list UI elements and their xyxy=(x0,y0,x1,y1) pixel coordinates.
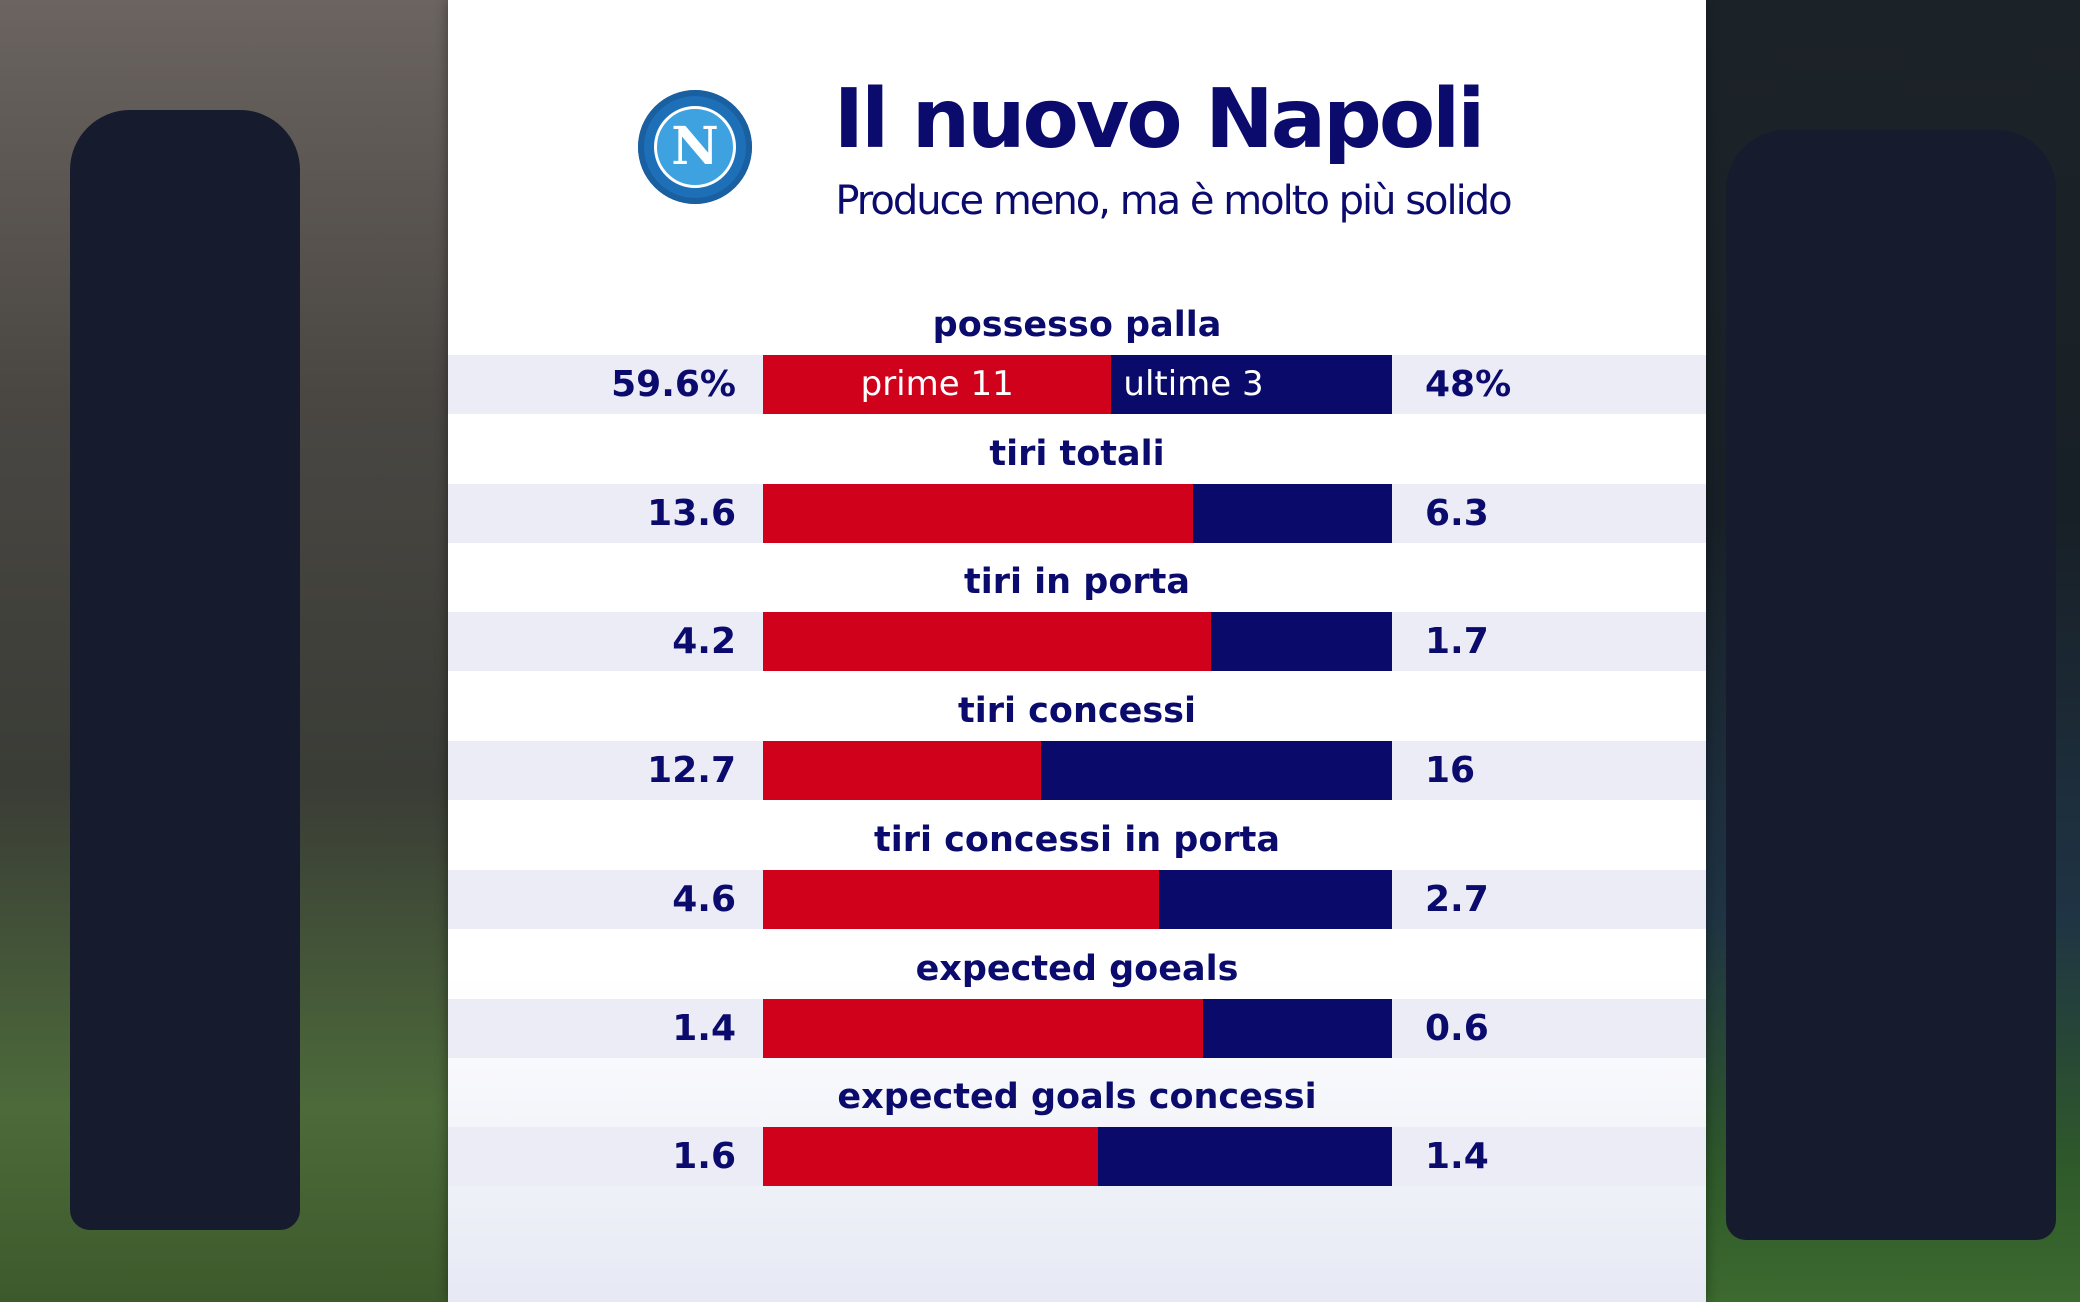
napoli-logo: N xyxy=(638,90,752,204)
bar-segment-ultime-3 xyxy=(1041,741,1392,801)
coach-photo-right xyxy=(1706,0,2080,1302)
bar-segment-prime-11 xyxy=(763,483,1193,543)
comparison-bar xyxy=(763,483,1392,543)
value-label-left: 1.6 xyxy=(672,1136,736,1178)
comparison-bar: prime 11 ultime 3 xyxy=(763,355,1392,414)
category-label: tiri concessi in porta xyxy=(873,819,1281,860)
comparison-bar xyxy=(763,998,1392,1058)
comparison-bar xyxy=(763,1127,1392,1187)
infographic-panel: N Il nuovo Napoli Produce meno, ma è mol… xyxy=(448,0,1706,1302)
value-label-left: 12.7 xyxy=(647,750,736,792)
value-label-right: 16 xyxy=(1425,750,1476,792)
legend-prime-11: prime 11 xyxy=(763,355,1112,414)
category-label: tiri in porta xyxy=(964,562,1190,603)
row-band: 1.4 0.6 xyxy=(448,998,1706,1058)
value-label-left: 13.6 xyxy=(647,492,736,534)
bar-segment-prime-11 xyxy=(763,612,1211,672)
coach-figure-right xyxy=(1726,130,2056,1240)
bar-segment-ultime-3 xyxy=(1192,483,1392,543)
bar-segment-prime-11 xyxy=(763,869,1160,929)
comparison-bar xyxy=(763,869,1392,929)
value-label-right: 48% xyxy=(1425,364,1512,405)
row-band: 12.7 16 xyxy=(448,741,1706,801)
page-title: Il nuovo Napoli xyxy=(833,72,1486,167)
value-label-right: 0.6 xyxy=(1425,1007,1489,1049)
value-label-left: 1.4 xyxy=(672,1007,736,1049)
bar-segment-ultime-3 xyxy=(1159,869,1392,929)
bar-segment-ultime-3 xyxy=(1098,1127,1392,1187)
bar-segment-prime-11 xyxy=(763,1127,1099,1187)
value-label-left: 59.6% xyxy=(611,364,736,405)
row-band: 4.2 1.7 xyxy=(448,612,1706,672)
value-label-left: 4.2 xyxy=(672,621,736,663)
comparison-bar xyxy=(763,612,1392,672)
value-label-right: 1.7 xyxy=(1425,621,1489,663)
category-label: tiri totali xyxy=(989,433,1165,474)
row-band: 59.6% prime 11 ultime 3 48% xyxy=(448,355,1706,414)
value-label-right: 6.3 xyxy=(1425,492,1489,534)
value-label-right: 1.4 xyxy=(1425,1136,1489,1178)
row-band: 4.6 2.7 xyxy=(448,869,1706,929)
comparison-bar xyxy=(763,741,1392,801)
bar-segment-ultime-3 xyxy=(1210,612,1392,672)
value-label-right: 2.7 xyxy=(1425,878,1489,920)
bar-segment-prime-11 xyxy=(763,998,1204,1058)
bar-segment-ultime-3 xyxy=(1203,998,1392,1058)
row-band: 13.6 6.3 xyxy=(448,483,1706,543)
category-label: expected goeals xyxy=(915,948,1239,989)
category-label: expected goals concessi xyxy=(837,1077,1317,1118)
logo-letter: N xyxy=(654,106,736,188)
page-subtitle: Produce meno, ma è molto più solido xyxy=(835,178,1512,224)
value-label-left: 4.6 xyxy=(672,878,736,920)
coach-figure-left xyxy=(70,110,300,1230)
category-label: possesso palla xyxy=(932,305,1222,345)
coach-photo-left xyxy=(0,0,448,1302)
legend-ultime-3: ultime 3 xyxy=(1111,355,1392,414)
bar-segment-prime-11 xyxy=(763,741,1042,801)
row-band: 1.6 1.4 xyxy=(448,1127,1706,1187)
category-label: tiri concessi xyxy=(957,691,1197,732)
